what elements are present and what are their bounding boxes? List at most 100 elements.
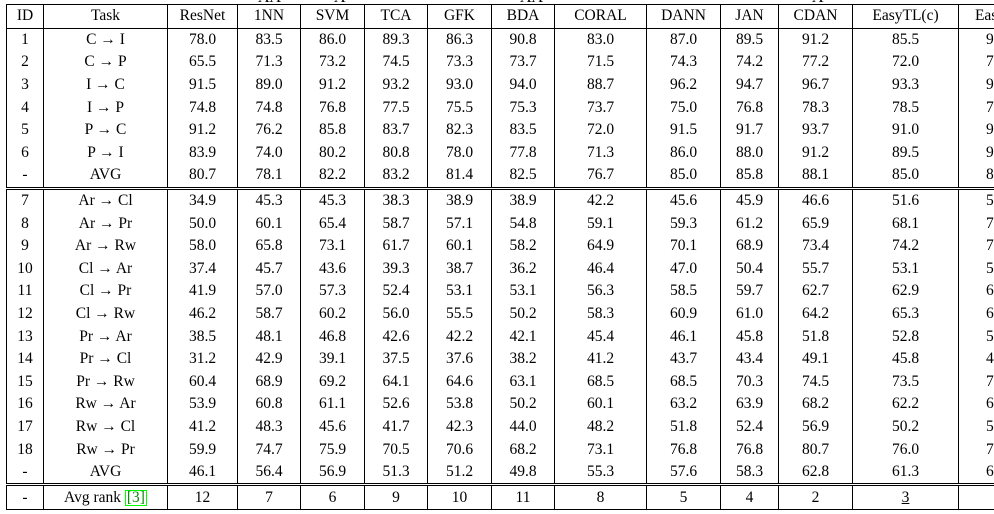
accuracy-cell: 76.0: [852, 438, 959, 461]
row-id: 4: [6, 96, 44, 119]
rank-cell: 5: [646, 483, 721, 511]
accuracy-cell: 56.0: [364, 302, 428, 326]
accuracy-cell: 73.7: [491, 51, 555, 74]
accuracy-cell: 61.3: [852, 460, 959, 485]
accuracy-cell: 78.0: [958, 438, 994, 461]
avg-rank-row: -Avg rank [3]127691011854231: [6, 483, 994, 511]
rank-cell: 4: [720, 483, 779, 511]
column-header: CORAL: [554, 4, 647, 29]
task-name: Ar → Rw: [43, 234, 168, 258]
citation-link[interactable]: [3]: [124, 488, 147, 506]
column-header: CDAN: [778, 4, 853, 29]
accuracy-cell: 73.3: [427, 51, 492, 74]
accuracy-cell: 60.1: [427, 234, 492, 258]
accuracy-cell: 50.2: [852, 415, 959, 439]
accuracy-cell: 42.2: [427, 325, 492, 348]
column-header: GFK: [427, 4, 492, 29]
accuracy-cell: 64.6: [427, 370, 492, 394]
accuracy-cell: 88.1: [778, 164, 853, 189]
row-id: 13: [6, 325, 44, 348]
row-id: -: [6, 164, 44, 189]
accuracy-cell: 48.1: [237, 325, 301, 348]
accuracy-cell: 73.4: [778, 234, 853, 258]
accuracy-cell: 74.2: [852, 234, 959, 258]
task-name: I → C: [43, 73, 168, 97]
accuracy-cell: 93.0: [427, 73, 492, 97]
rank-cell: 11: [491, 483, 555, 511]
accuracy-cell: 70.5: [364, 438, 428, 461]
row-id: 3: [6, 73, 44, 97]
accuracy-cell: 82.5: [491, 164, 555, 189]
accuracy-cell: 85.5: [852, 28, 959, 52]
accuracy-cell: 62.9: [852, 280, 959, 303]
accuracy-cell: 41.2: [554, 347, 647, 371]
accuracy-cell: 59.7: [720, 280, 779, 303]
column-header: TCA: [364, 4, 428, 29]
accuracy-cell: 74.8: [167, 96, 238, 119]
accuracy-cell: 34.9: [167, 186, 238, 213]
accuracy-cell: 94.0: [491, 73, 555, 97]
accuracy-cell: 83.7: [364, 118, 428, 142]
row-id: -: [6, 483, 44, 511]
accuracy-cell: 80.2: [300, 141, 365, 165]
accuracy-cell: 78.0: [167, 28, 238, 52]
accuracy-cell: 83.5: [237, 28, 301, 52]
accuracy-cell: 78.0: [427, 141, 492, 165]
accuracy-cell: 75.9: [300, 438, 365, 461]
task-name: Rw → Cl: [43, 415, 168, 439]
accuracy-cell: 83.0: [554, 28, 647, 52]
accuracy-cell: 60.8: [237, 393, 301, 416]
accuracy-cell: 64.1: [364, 370, 428, 394]
accuracy-cell: 45.7: [237, 257, 301, 281]
accuracy-cell: 71.3: [554, 141, 647, 165]
task-name: Rw → Pr: [43, 438, 168, 461]
accuracy-cell: 83.5: [491, 118, 555, 142]
accuracy-cell: 69.2: [300, 370, 365, 394]
accuracy-cell: 58.2: [491, 234, 555, 258]
accuracy-cell: 46.9: [958, 347, 994, 371]
task-name: I → P: [43, 96, 168, 119]
accuracy-cell: 96.2: [646, 73, 721, 97]
accuracy-cell: 91.0: [852, 118, 959, 142]
accuracy-cell: 88.0: [720, 141, 779, 165]
accuracy-cell: 52.8: [852, 325, 959, 348]
accuracy-cell: 45.3: [300, 186, 365, 213]
table-row: 15 Pr → Rw 60.4 68.9 69.2 64.1 64.6 63.1 68.5 68.…: [6, 370, 994, 394]
accuracy-cell: 73.1: [554, 438, 647, 461]
accuracy-cell: 46.4: [554, 257, 647, 281]
table-row: 7 Ar → Cl 34.9 45.3 45.3 38.3 38.9 38.9 42.2 45.6…: [6, 186, 994, 213]
accuracy-cell: 42.6: [364, 325, 428, 348]
column-header: SVM: [300, 4, 365, 29]
accuracy-cell: 53.1: [852, 257, 959, 281]
accuracy-cell: 51.3: [364, 460, 428, 485]
task-name: Rw → Ar: [43, 393, 168, 416]
accuracy-cell: 57.6: [646, 460, 721, 485]
accuracy-cell: 58.3: [720, 460, 779, 485]
accuracy-cell: 62.7: [778, 280, 853, 303]
rank-cell: 6: [300, 483, 365, 511]
accuracy-cell: 68.9: [720, 234, 779, 258]
accuracy-cell: 75.5: [427, 96, 492, 119]
accuracy-cell: 42.3: [427, 415, 492, 439]
accuracy-cell: 74.5: [364, 51, 428, 74]
accuracy-cell: 70.6: [427, 438, 492, 461]
accuracy-cell: 55.5: [427, 302, 492, 326]
accuracy-cell: 76.8: [300, 96, 365, 119]
accuracy-cell: 50.2: [491, 393, 555, 416]
accuracy-cell: 73.1: [300, 234, 365, 258]
row-id: 7: [6, 186, 44, 213]
accuracy-cell: 73.2: [300, 51, 365, 74]
table-row: 13 Pr → Ar 38.5 48.1 46.8 42.6 42.2 42.1 45.4 46.…: [6, 325, 994, 348]
accuracy-cell: 56.4: [237, 460, 301, 485]
table-row: 12 Cl → Rw 46.2 58.7 60.2 56.0 55.5 50.2 58.3 60.…: [6, 302, 994, 326]
accuracy-cell: 78.5: [852, 96, 959, 119]
accuracy-cell: 39.3: [364, 257, 428, 281]
accuracy-cell: 62.8: [778, 460, 853, 485]
accuracy-cell: 65.8: [237, 234, 301, 258]
accuracy-cell: 57.0: [237, 280, 301, 303]
accuracy-cell: 45.8: [852, 347, 959, 371]
